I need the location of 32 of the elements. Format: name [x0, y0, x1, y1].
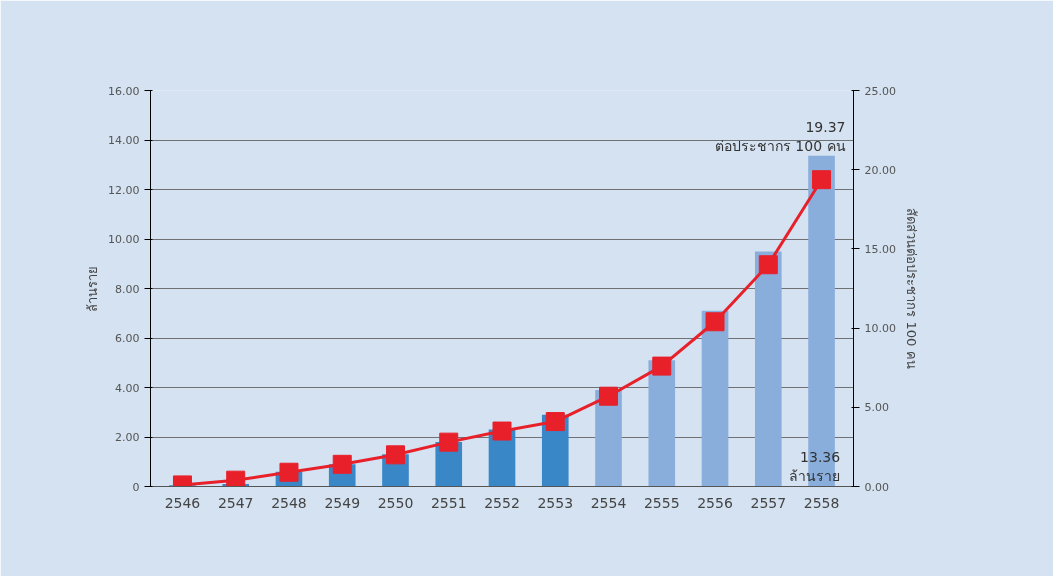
y-tick-label: 8.00 [115, 282, 140, 296]
x-tick-label: 2551 [430, 494, 467, 511]
y-tick-label: 14.00 [108, 134, 140, 147]
y2-tick-label: 25.00 [864, 84, 896, 98]
x-tick-label: 2558 [803, 494, 840, 511]
y-tick-label: 6.00 [115, 332, 140, 345]
y-axis-title: ล้านราย [85, 265, 101, 312]
y2-tick-label: 5.00 [864, 401, 889, 415]
y-tick-label: 4.00 [115, 381, 140, 395]
annotation: 13.36 ล้านราย [789, 448, 841, 485]
x-tick-label: 2552 [484, 494, 520, 511]
y2-axis-title: สัดส่วนต่อประชากร 100 คน [903, 208, 919, 369]
y-tick-label: 2.00 [115, 431, 140, 444]
x-tick-label: 2555 [643, 494, 680, 511]
y2-tick-label: 20.00 [864, 163, 896, 177]
x-tick-label: 2548 [271, 494, 307, 511]
y-tick-label: 16.00 [108, 84, 140, 98]
x-tick-label: 2553 [537, 494, 574, 511]
y2-tick-label: 15.00 [864, 242, 896, 256]
x-tick-label: 2549 [324, 494, 361, 511]
x-tick-label: 2557 [750, 494, 787, 511]
x-tick-label: 2550 [377, 494, 414, 511]
annotation: 19.37 ต่อประชากร 100 คน [714, 119, 846, 155]
y2-tick-label: 10.00 [864, 322, 896, 336]
y-tick-label: 0 [132, 480, 140, 494]
y-tick-label: 10.00 [108, 233, 140, 246]
y-tick-label: 12.00 [108, 183, 140, 197]
x-tick-label: 2556 [697, 494, 733, 511]
x-tick-label: 2554 [590, 494, 627, 511]
x-tick-label: 2547 [217, 494, 254, 511]
x-tick-label: 2546 [164, 494, 201, 511]
y2-tick-label: 0.00 [864, 480, 889, 494]
